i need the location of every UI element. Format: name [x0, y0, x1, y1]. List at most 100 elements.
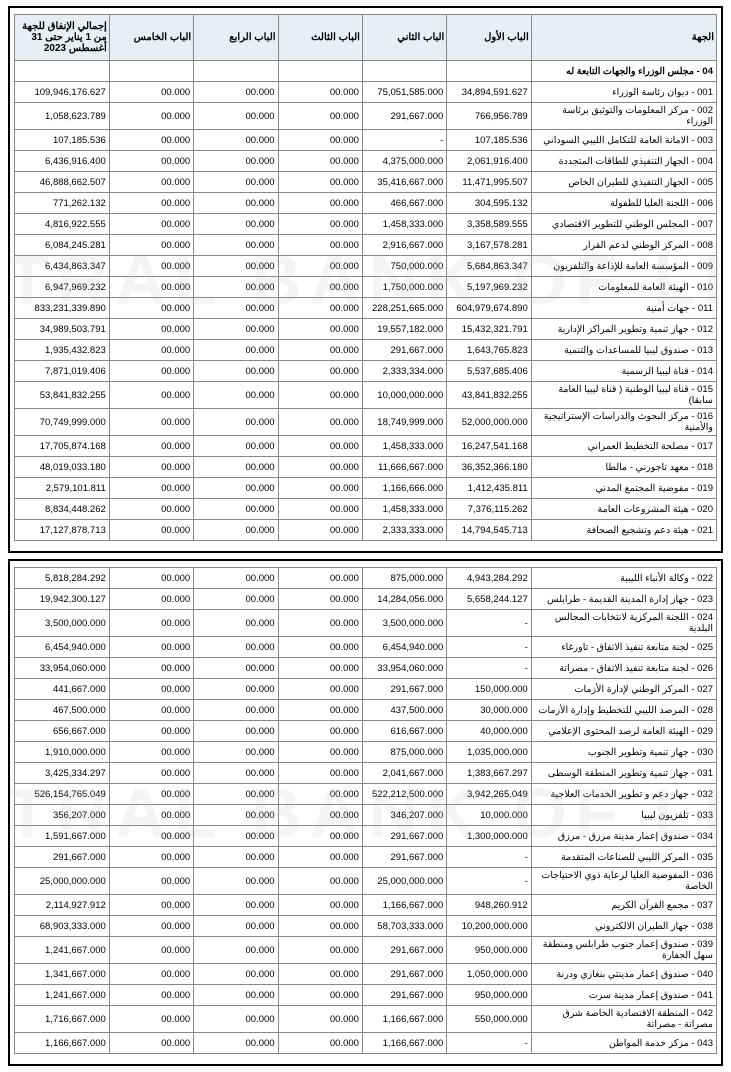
cell-value: 00.000	[194, 805, 278, 826]
table-row: 038 - جهاز الطيران الالكتروني10,200,000.…	[15, 916, 717, 937]
cell-value: 15,432,321.791	[447, 319, 531, 340]
cell-entity: 010 - الهيئة العامة للمعلومات	[531, 277, 716, 298]
cell-value: 00.000	[194, 568, 278, 589]
table-row: 024 - اللجنة المركزية لانتخابات المجالس …	[15, 610, 717, 637]
cell-value: 1,383,667.297	[447, 763, 531, 784]
cell-entity: 037 - مجمع القرآن الكريم	[531, 895, 716, 916]
cell-value: 604,979,674.890	[447, 298, 531, 319]
cell-value: 5,818,284.292	[15, 568, 110, 589]
cell-value: 00.000	[109, 1033, 193, 1054]
table-row: 002 - مركز المعلومات والتوثيق برئاسة الو…	[15, 103, 717, 130]
cell-value: 5,197,969.232	[447, 277, 531, 298]
cell-value: 00.000	[109, 214, 193, 235]
th-bab3: الباب الثالث	[278, 15, 362, 61]
table-row: 037 - مجمع القرآن الكريم948,260.9121,166…	[15, 895, 717, 916]
cell-value: 35,416,667.000	[362, 172, 446, 193]
cell-value: 00.000	[109, 826, 193, 847]
table-row: 030 - جهاز تنمية وتطوير الجنوب1,035,000.…	[15, 742, 717, 763]
cell-entity: 034 - صندوق إعمار مدينة مرزق - مرزق	[531, 826, 716, 847]
cell-value: 00.000	[194, 361, 278, 382]
cell-entity: 035 - المركز الليبي للصناعات المتقدمة	[531, 847, 716, 868]
cell-value: 00.000	[194, 214, 278, 235]
cell-value: 00.000	[278, 826, 362, 847]
cell-value: 00.000	[278, 763, 362, 784]
cell-value: 766,956.789	[447, 103, 531, 130]
table-row: 034 - صندوق إعمار مدينة مرزق - مرزق1,300…	[15, 826, 717, 847]
cell-value: 11,471,995.507	[447, 172, 531, 193]
table-row: 005 - الجهاز التنفيذي للطيران الخاص11,47…	[15, 172, 717, 193]
cell-value: 1,050,000.000	[447, 964, 531, 985]
cell-entity: 032 - جهاز دعم و تطوير الخدمات العلاجية	[531, 784, 716, 805]
table-row: 029 - الهيئة العامة لرصد المحتوى الإعلام…	[15, 721, 717, 742]
cell-value: 00.000	[278, 436, 362, 457]
cell-value: 00.000	[109, 610, 193, 637]
table-row: 042 - المنطقة الاقتصادية الخاصة شرق مصرا…	[15, 1006, 717, 1033]
cell-value: 3,167,578.281	[447, 235, 531, 256]
cell-value: 656,667.000	[15, 721, 110, 742]
cell-value: -	[447, 868, 531, 895]
cell-entity: 009 - المؤسسة العامة للإذاعة والتلفزيون	[531, 256, 716, 277]
cell-value: 00.000	[109, 742, 193, 763]
cell-value: 00.000	[194, 868, 278, 895]
cell-entity: 005 - الجهاز التنفيذي للطيران الخاص	[531, 172, 716, 193]
cell-value: 1,166,667.000	[15, 1033, 110, 1054]
cell-entity: 018 - معهد تاجورني - مالطا	[531, 457, 716, 478]
cell-value: 291,667.000	[362, 847, 446, 868]
cell-value: 00.000	[194, 277, 278, 298]
cell-value: 1,458,333.000	[362, 214, 446, 235]
cell-value: 00.000	[278, 193, 362, 214]
cell-value: 00.000	[194, 784, 278, 805]
table-row: 020 - هيئة المشروعات العامة7,376,115.262…	[15, 499, 717, 520]
cell-value: 291,667.000	[362, 679, 446, 700]
cell-entity: 016 - مركز البحوث والدراسات الإستراتيجية…	[531, 409, 716, 436]
cell-value: 1,166,667.000	[362, 1006, 446, 1033]
cell-value: 1,058,623.789	[15, 103, 110, 130]
cell-value: 00.000	[278, 214, 362, 235]
cell-value: -	[447, 610, 531, 637]
table-row: 013 - صندوق ليبيا للمساعدات والتنمية1,64…	[15, 340, 717, 361]
cell-value: 00.000	[109, 520, 193, 541]
cell-value: 6,947,969.232	[15, 277, 110, 298]
cell-value: 441,667.000	[15, 679, 110, 700]
cell-value: 00.000	[109, 937, 193, 964]
cell-entity: 008 - المركز الوطني لدعم القرار	[531, 235, 716, 256]
cell-value: 17,705,874.168	[15, 436, 110, 457]
cell-value: 00.000	[278, 658, 362, 679]
cell-value: 00.000	[194, 457, 278, 478]
table-row: 035 - المركز الليبي للصناعات المتقدمة-29…	[15, 847, 717, 868]
table-row: 016 - مركز البحوث والدراسات الإستراتيجية…	[15, 409, 717, 436]
cell-value: 10,000,000.000	[362, 382, 446, 409]
cell-value: 00.000	[109, 172, 193, 193]
cell-value: 6,434,863.347	[15, 256, 110, 277]
cell-value: 00.000	[278, 784, 362, 805]
cell-value: 00.000	[194, 721, 278, 742]
table-row: 033 - تلفزيون ليبيا10,000.000346,207.000…	[15, 805, 717, 826]
cell-value: 2,916,667.000	[362, 235, 446, 256]
cell-entity: 043 - مركز خدمة المواطن	[531, 1033, 716, 1054]
header-row: الجهة الباب الأول الباب الثاني الباب الث…	[15, 15, 717, 61]
table-row: 009 - المؤسسة العامة للإذاعة والتلفزيون5…	[15, 256, 717, 277]
cell-value: 00.000	[278, 340, 362, 361]
cell-entity: 007 - المجلس الوطني للتطوير الاقتصادي	[531, 214, 716, 235]
cell-value: 00.000	[109, 847, 193, 868]
cell-value: 00.000	[194, 151, 278, 172]
cell-value: 14,794,545.713	[447, 520, 531, 541]
cell-value: 11,666,667.000	[362, 457, 446, 478]
cell-value: 00.000	[109, 193, 193, 214]
table-row: 001 - ديوان رئاسة الوزراء34,894,591.6277…	[15, 82, 717, 103]
cell-value: 00.000	[194, 763, 278, 784]
cell-value: 5,537,685.406	[447, 361, 531, 382]
cell-value: 00.000	[109, 319, 193, 340]
cell-entity: 022 - وكالة الأنباء الليبية	[531, 568, 716, 589]
table-row: 031 - جهاز تنمية وتطوير المنطقة الوسطى1,…	[15, 763, 717, 784]
table-row: 023 - جهاز إدارة المدينة القديمة - طرابل…	[15, 589, 717, 610]
cell-value: 00.000	[109, 568, 193, 589]
cell-value: 52,000,000.000	[447, 409, 531, 436]
cell-entity: 041 - صندوق إعمار مدينة سرت	[531, 985, 716, 1006]
table-row: 043 - مركز خدمة المواطن-1,166,667.00000.…	[15, 1033, 717, 1054]
table-row: 026 - لجنة متابعة تنفيذ الاتفاق - مصراتة…	[15, 658, 717, 679]
cell-value: 10,200,000.000	[447, 916, 531, 937]
cell-value: 00.000	[109, 658, 193, 679]
cell-value: 00.000	[194, 1006, 278, 1033]
cell-value: 5,684,863.347	[447, 256, 531, 277]
